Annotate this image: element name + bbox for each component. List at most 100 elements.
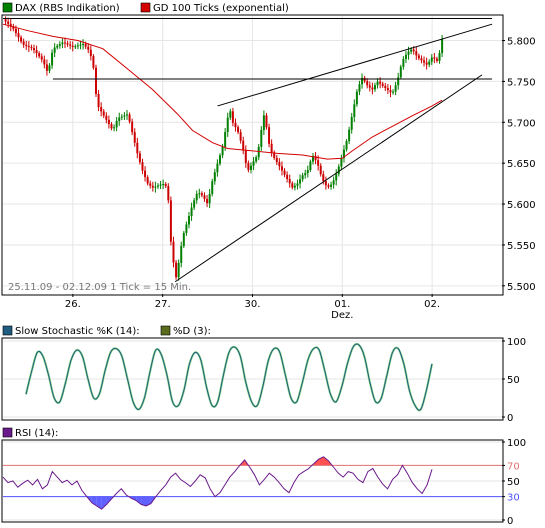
price-candle (48, 65, 51, 71)
stoch-k-line (25, 343, 433, 411)
legend-label-stoch-k: Slow Stochastic %K (14): (15, 326, 140, 337)
price-candle (12, 26, 15, 29)
price-candle (270, 143, 273, 153)
price-candle (345, 141, 348, 150)
price-candle (118, 117, 121, 121)
price-candle (128, 114, 131, 122)
price-candle (229, 111, 232, 118)
price-candle (420, 58, 423, 61)
price-candle (280, 166, 283, 171)
price-candle (195, 193, 198, 201)
x-tick-label: 30. (245, 299, 261, 310)
price-candle (348, 129, 351, 142)
price-candle (262, 115, 265, 130)
price-candle (399, 66, 402, 78)
price-candle (79, 44, 82, 46)
x-tick-label: 02. (424, 299, 440, 310)
price-candle (180, 245, 183, 263)
price-candle (371, 87, 374, 90)
price-candle (363, 77, 366, 82)
price-candle (379, 81, 382, 84)
rsi-panel: RSI (14): 0 30 50 70 100 (1, 427, 526, 527)
price-candle (45, 64, 48, 71)
price-candle (71, 45, 74, 48)
price-candle (113, 127, 116, 129)
price-candle (123, 115, 126, 117)
price-candle (38, 53, 41, 57)
price-candle (102, 111, 105, 116)
price-candle (366, 81, 369, 86)
legend-label-rsi: RSI (14): (15, 428, 58, 439)
price-candle (265, 115, 268, 128)
price-candle (92, 56, 95, 68)
price-candle (335, 174, 338, 181)
price-candle (425, 62, 428, 65)
price-candle (105, 115, 108, 120)
price-candle (260, 129, 263, 147)
rsi-y-tick-label: 0 (507, 516, 513, 527)
price-candle (430, 57, 433, 62)
price-candle (221, 146, 224, 156)
price-candle (177, 262, 180, 278)
price-candle (417, 55, 420, 59)
price-candle (237, 127, 240, 133)
stochastic-grid (3, 340, 502, 418)
x-tick-label: 26. (65, 299, 81, 310)
price-candle (53, 47, 56, 53)
price-candle (159, 184, 162, 186)
price-candle (216, 163, 219, 173)
price-candle (249, 165, 252, 170)
price-candle (141, 162, 144, 171)
price-candle (231, 111, 234, 123)
price-y-tick-label: 5.500 (507, 282, 536, 293)
price-candle (69, 44, 72, 46)
price-candle (244, 150, 247, 163)
price-candle (198, 193, 201, 195)
price-candle (255, 157, 258, 162)
legend-swatch-rsi (2, 427, 13, 438)
price-candle (337, 166, 340, 175)
price-candle (415, 51, 418, 56)
price-candle (257, 146, 260, 158)
price-candle (193, 200, 196, 208)
price-candle (404, 54, 407, 60)
price-candle (84, 44, 87, 47)
price-candle (410, 49, 413, 52)
price-candle (368, 85, 371, 88)
price-candle (389, 90, 392, 93)
price-candle (167, 186, 170, 201)
rsi-oversold-fill (141, 496, 146, 506)
price-candle (110, 124, 113, 129)
price-candle (115, 120, 118, 128)
trendline (217, 23, 493, 107)
x-tick-label: 01. (334, 299, 350, 310)
price-candle (428, 61, 431, 65)
price-candle (330, 184, 333, 187)
stochastic-y-tick-label: 0 (507, 413, 513, 424)
price-y-tick-label: 5.550 (507, 241, 536, 252)
price-candle (82, 44, 85, 46)
stochastic-y-tick-label: 50 (507, 375, 520, 386)
x-tick-label: 27. (155, 299, 171, 310)
price-candle (66, 43, 69, 45)
price-candle (306, 170, 309, 174)
rsi-y-tick-label: 70 (507, 461, 520, 472)
price-candle (154, 186, 157, 188)
price-candle (30, 47, 33, 49)
price-y-axis: 5.500 5.550 5.600 5.650 5.700 5.750 5.800 (502, 37, 536, 293)
rsi-y-axis: 0 30 50 70 100 (502, 438, 526, 527)
price-candle (226, 117, 229, 133)
price-candle (74, 46, 77, 48)
price-candle (200, 193, 203, 196)
price-candle (22, 41, 25, 45)
price-candle (213, 172, 216, 182)
rsi-y-tick-label: 100 (507, 438, 526, 449)
price-candle (314, 155, 317, 161)
price-candle (441, 38, 444, 54)
legend-swatch-stoch-d (160, 325, 171, 336)
price-candle (350, 117, 353, 130)
price-candle (340, 158, 343, 167)
price-candle (156, 185, 159, 187)
rsi-grid (3, 441, 502, 521)
price-candle (120, 116, 123, 118)
